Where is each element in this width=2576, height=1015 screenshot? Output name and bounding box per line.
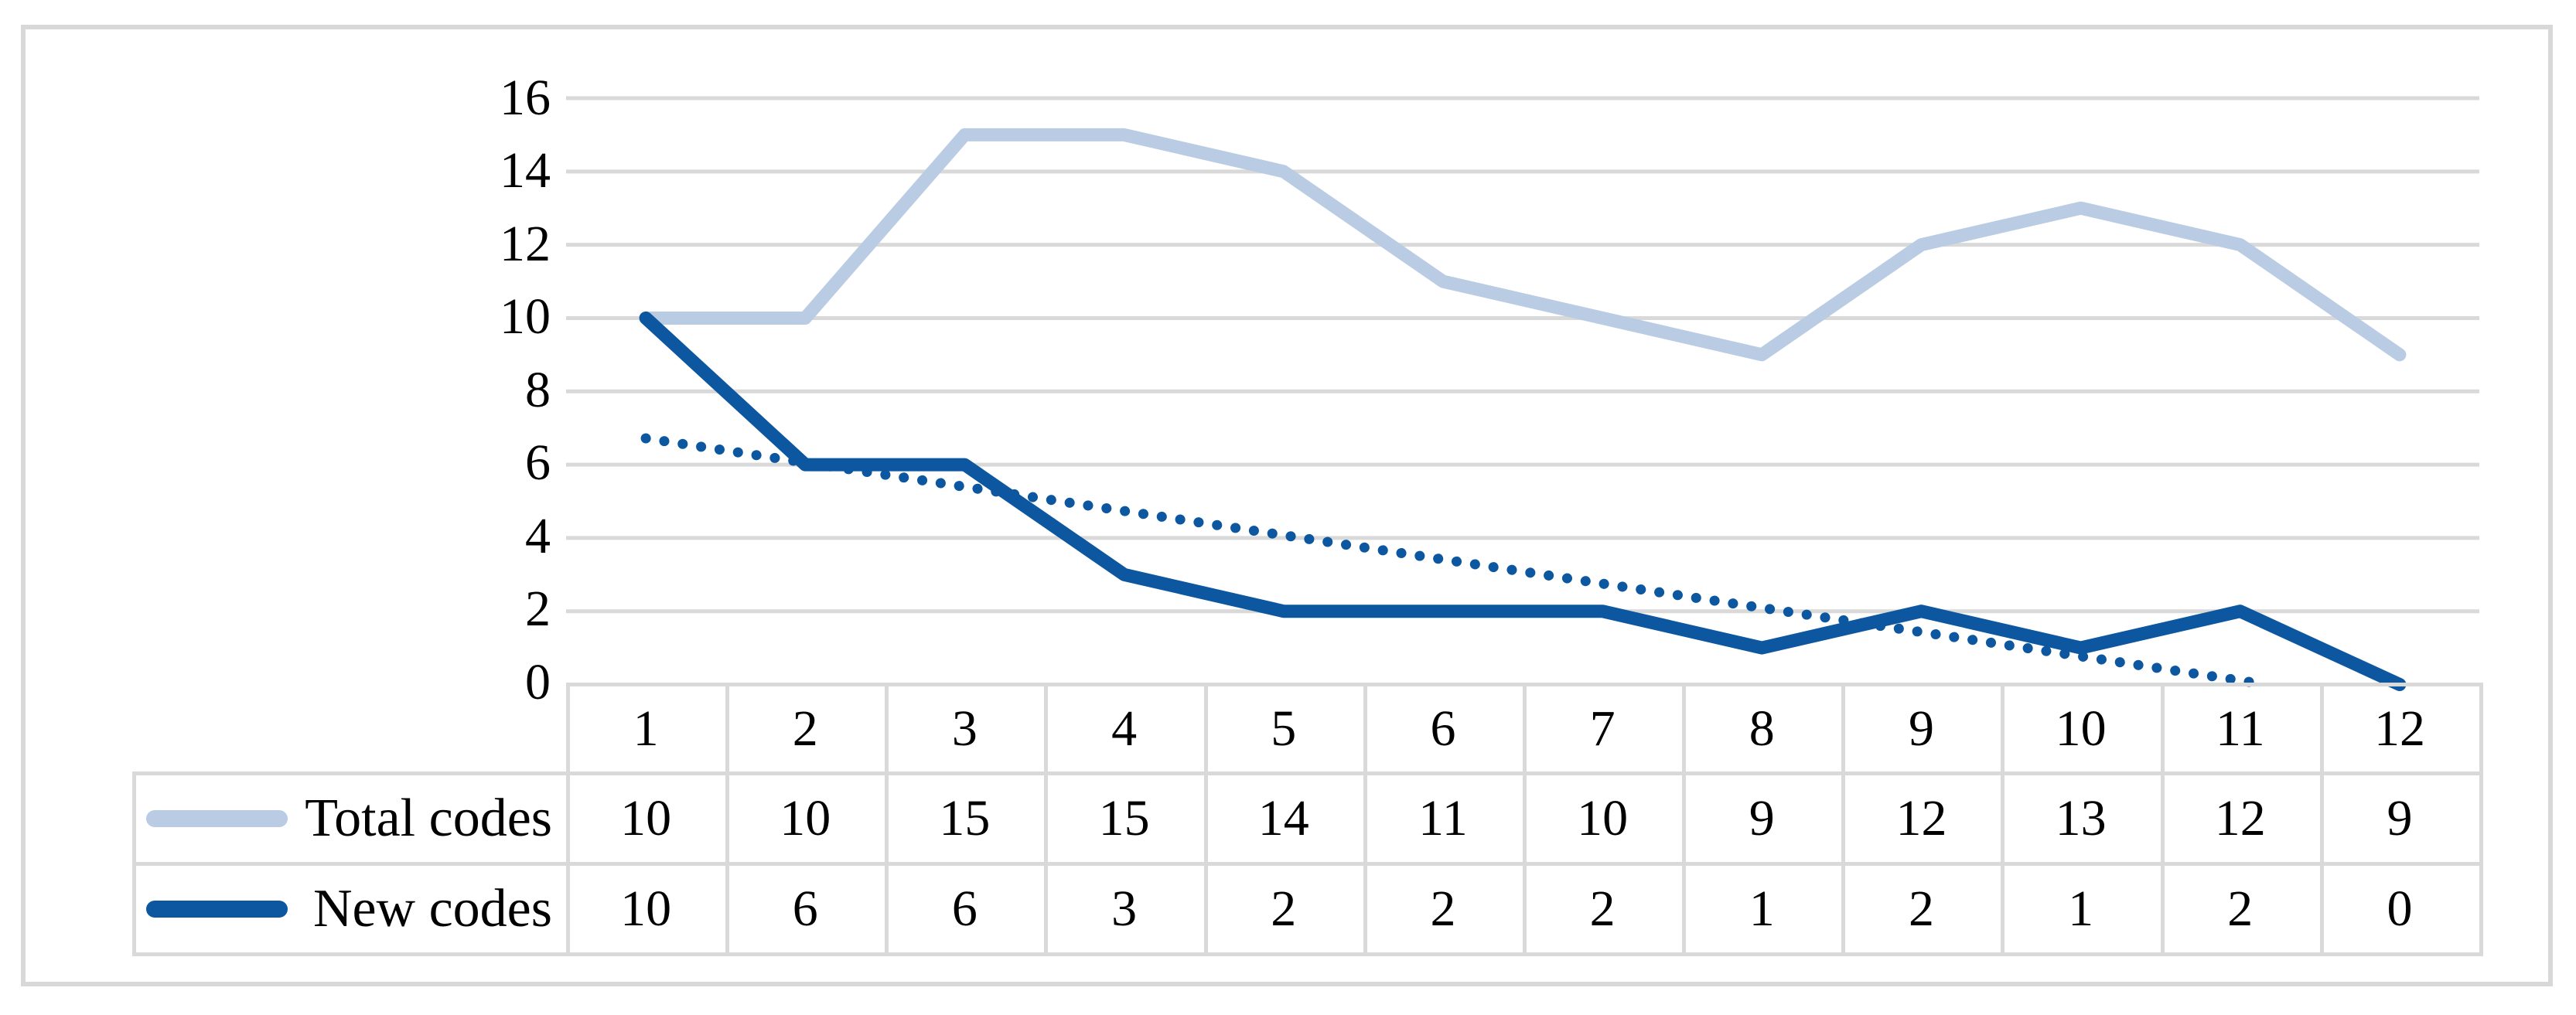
table-col-border	[1682, 683, 1686, 956]
table-col-border	[2001, 683, 2005, 956]
x-label: 12	[2373, 700, 2425, 757]
total-codes-value: 10	[1577, 790, 1629, 846]
x-label: 2	[792, 700, 818, 757]
total-codes-value: 10	[620, 790, 672, 846]
x-label: 3	[951, 700, 978, 757]
new-codes-trendline	[640, 433, 2272, 690]
new-codes-line	[639, 311, 2407, 691]
table-col-border	[566, 683, 570, 956]
new-codes-value: 3	[1111, 880, 1138, 937]
new-codes-value: 6	[951, 880, 978, 937]
total-codes-value: 12	[1895, 790, 1947, 846]
total-codes-line	[639, 128, 2407, 362]
table-row-new-codes: 10 6 6 3 2 2 2 1 2 1 2 0	[566, 866, 2479, 952]
table-row-total-codes: 10 10 15 15 14 11 10 9 12 13 12 9	[566, 775, 2479, 862]
table-border-bottom	[132, 952, 2483, 956]
table-header-row: 1 2 3 4 5 6 7 8 9 10 11 12	[566, 686, 2479, 771]
table-col-border	[2161, 683, 2165, 956]
new-codes-value: 2	[2227, 880, 2254, 937]
total-codes-value: 11	[1418, 790, 1468, 846]
table-col-border	[885, 683, 889, 956]
x-label: 9	[1908, 700, 1934, 757]
x-label: 4	[1111, 700, 1138, 757]
table-col-border	[1841, 683, 1845, 956]
y-tick-2: 2	[525, 581, 551, 637]
total-codes-legend-swatch	[146, 810, 288, 827]
table-col-border	[1523, 683, 1527, 956]
total-codes-value: 15	[939, 790, 991, 846]
y-tick-4: 4	[525, 508, 551, 564]
table-border-left	[132, 771, 136, 956]
new-codes-value: 1	[1749, 880, 1775, 937]
new-codes-value: 2	[1430, 880, 1456, 937]
table-col-border	[1204, 683, 1208, 956]
y-tick-6: 6	[525, 434, 551, 491]
new-codes-value: 0	[2387, 880, 2413, 937]
new-codes-legend-label: New codes	[312, 879, 552, 938]
x-label: 6	[1430, 700, 1456, 757]
x-label: 10	[2055, 700, 2107, 757]
y-tick-8: 8	[525, 362, 551, 418]
total-codes-value: 15	[1098, 790, 1150, 846]
total-codes-value: 12	[2214, 790, 2266, 846]
x-label: 8	[1749, 700, 1775, 757]
total-codes-value: 13	[2055, 790, 2107, 846]
y-tick-0: 0	[525, 654, 551, 710]
total-codes-value: 9	[1749, 790, 1775, 846]
y-tick-10: 10	[500, 288, 551, 345]
new-codes-value: 10	[620, 880, 672, 937]
y-tick-16: 16	[500, 70, 551, 126]
table-col-border	[1044, 683, 1048, 956]
table-border-right	[2479, 683, 2483, 956]
new-codes-value: 2	[1271, 880, 1297, 937]
legend-item-new-codes: New codes	[136, 866, 566, 952]
table-border-row1	[132, 771, 2483, 775]
table-col-border	[725, 683, 729, 956]
new-codes-value: 2	[1589, 880, 1616, 937]
table-col-border	[1363, 683, 1367, 956]
table-col-border	[2320, 683, 2324, 956]
legend-item-total-codes: Total codes	[136, 775, 566, 862]
chart-outer-frame	[21, 25, 2553, 986]
total-codes-legend-label: Total codes	[305, 788, 552, 848]
y-tick-14: 14	[500, 142, 551, 199]
new-codes-value: 2	[1908, 880, 1934, 937]
new-codes-legend-swatch	[146, 901, 288, 918]
table-border-row2	[132, 862, 2483, 866]
gridlines	[566, 96, 2479, 614]
x-label: 1	[633, 700, 659, 757]
x-label: 11	[2216, 700, 2265, 757]
total-codes-value: 14	[1257, 790, 1309, 846]
total-codes-value: 10	[780, 790, 831, 846]
new-codes-value: 1	[2068, 880, 2094, 937]
x-label: 5	[1271, 700, 1297, 757]
total-codes-value: 9	[2387, 790, 2413, 846]
new-codes-value: 6	[792, 880, 818, 937]
x-label: 7	[1589, 700, 1616, 757]
y-tick-12: 12	[500, 216, 551, 272]
